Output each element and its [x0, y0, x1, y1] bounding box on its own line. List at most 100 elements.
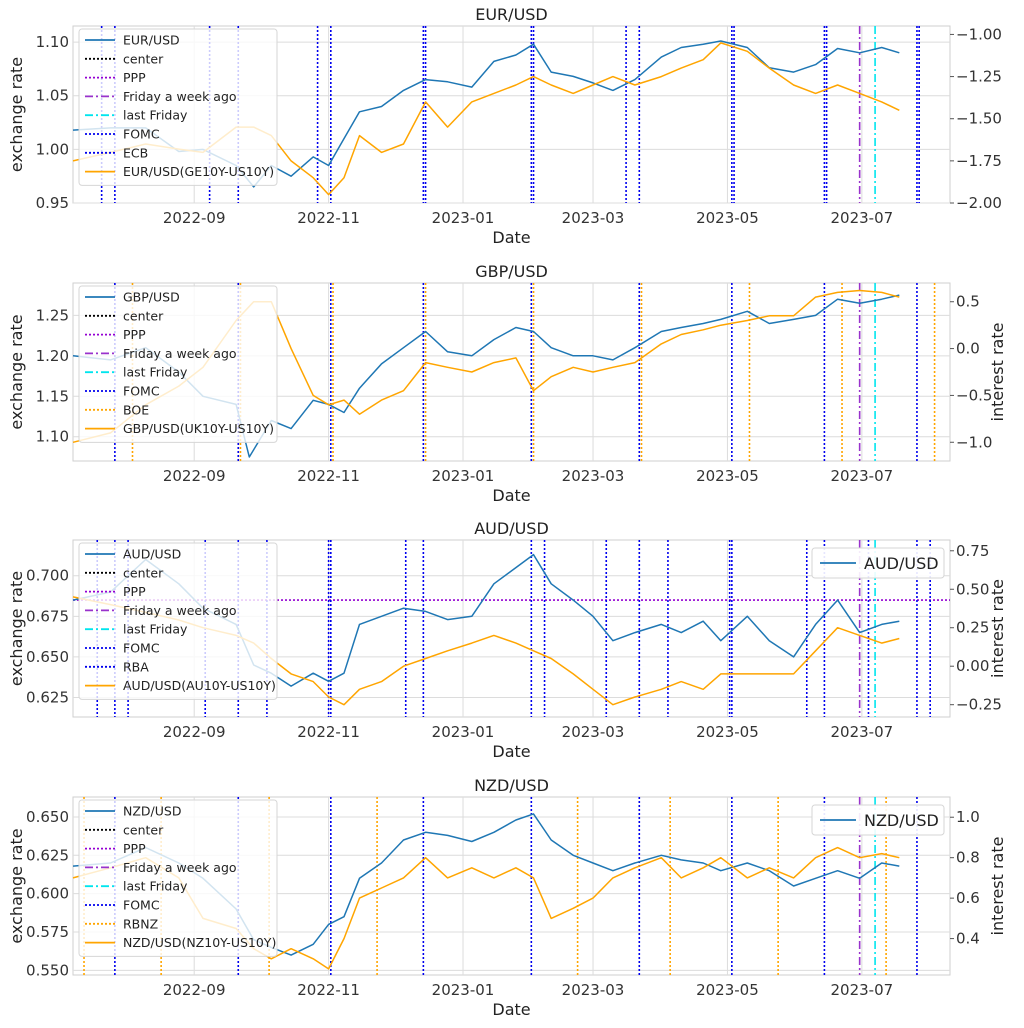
x-tick-label: 2023-03 — [562, 981, 625, 999]
subplot-title: GBP/USD — [475, 262, 548, 281]
x-tick-label: 2022-09 — [163, 467, 226, 485]
y-left-tick-label: 0.650 — [26, 648, 69, 666]
legend-label: center — [123, 51, 164, 66]
legend-label: PPP — [123, 70, 146, 85]
y-right-tick-label: 0.6 — [956, 889, 980, 907]
x-tick-label: 2023-03 — [562, 723, 625, 741]
y-right-tick-label: −1.75 — [956, 152, 1002, 170]
y-right-tick-label: 0.25 — [956, 619, 989, 637]
x-tick-label: 2023-03 — [562, 467, 625, 485]
x-tick-label: 2023-01 — [432, 981, 495, 999]
y-left-tick-label: 0.625 — [26, 689, 69, 707]
y-right-tick-label: −1.0 — [956, 433, 992, 451]
y-right-tick-label: −1.25 — [956, 68, 1002, 86]
y-left-tick-label: 0.575 — [26, 923, 69, 941]
x-tick-label: 2022-09 — [163, 209, 226, 227]
x-axis-label: Date — [492, 228, 530, 247]
y-right-tick-label: −0.5 — [956, 386, 992, 404]
legend-label: FOMC — [123, 127, 160, 142]
x-axis-label: Date — [492, 1000, 530, 1019]
legend-label: center — [123, 822, 164, 837]
legend-label: AUD/USD(AU10Y-US10Y) — [123, 678, 276, 693]
secondary-legend-label: AUD/USD — [864, 554, 939, 573]
y-left-tick-label: 1.25 — [36, 306, 69, 324]
y-right-tick-label: −2.00 — [956, 194, 1002, 212]
y-left-tick-label: 1.00 — [36, 140, 69, 158]
legend-label: NZD/USD — [123, 804, 181, 819]
legend-label: center — [123, 565, 164, 580]
x-tick-label: 2023-07 — [831, 467, 894, 485]
subplot-gbp-usd: 2022-09 2022-11 2023-01 2023-03 2023-05 2023-… — [7, 262, 1007, 505]
legend-label: center — [123, 308, 164, 323]
y-left-tick-label: 0.600 — [26, 885, 69, 903]
x-tick-label: 2023-05 — [696, 467, 759, 485]
legend-label: EUR/USD — [123, 33, 180, 48]
x-tick-label: 2023-07 — [831, 981, 894, 999]
y-left-tick-label: 1.10 — [36, 33, 69, 51]
x-tick-label: 2022-11 — [297, 723, 360, 741]
y-right-tick-label: −1.50 — [956, 110, 1002, 128]
subplot-aud-usd: 2022-09 2022-11 2023-01 2023-03 2023-05 2023-… — [7, 519, 1007, 761]
y-left-tick-label: 1.20 — [36, 347, 69, 365]
y-right-tick-label: 0.00 — [956, 657, 989, 675]
subplot-eur-usd: 2022-09 2022-11 2023-01 2023-03 2023-05 2023-… — [7, 5, 1002, 247]
subplot-title: EUR/USD — [475, 5, 548, 24]
legend-box — [78, 799, 278, 957]
y-left-axis-label: exchange rate — [7, 571, 26, 686]
y-right-tick-label: 0.75 — [956, 542, 989, 560]
legend-label: EUR/USD(GE10Y-US10Y) — [123, 164, 274, 179]
legend-label: Friday a week ago — [123, 860, 237, 875]
legend-label: AUD/USD — [123, 547, 181, 562]
legend-label: GBP/USD(UK10Y-US10Y) — [123, 421, 274, 436]
legend-label: Friday a week ago — [123, 346, 237, 361]
x-tick-label: 2023-03 — [562, 209, 625, 227]
x-tick-label: 2023-05 — [696, 723, 759, 741]
secondary-legend-box — [811, 804, 945, 836]
legend-box — [78, 28, 278, 186]
y-right-axis-label: interest rate — [988, 579, 1007, 678]
legend-box — [78, 542, 278, 700]
x-tick-label: 2022-09 — [163, 981, 226, 999]
y-right-tick-label: 0.4 — [956, 930, 980, 948]
y-right-axis-label: interest rate — [988, 837, 1007, 936]
legend-label: last Friday — [123, 108, 188, 123]
y-left-axis-label: exchange rate — [7, 828, 26, 943]
legend-label: last Friday — [123, 879, 188, 894]
x-tick-label: 2023-05 — [696, 209, 759, 227]
x-tick-label: 2023-07 — [831, 723, 894, 741]
y-left-tick-label: 0.95 — [36, 194, 69, 212]
y-left-tick-label: 0.625 — [26, 846, 69, 864]
x-tick-label: 2022-11 — [297, 467, 360, 485]
y-left-axis-label: exchange rate — [7, 57, 26, 172]
legend-label: last Friday — [123, 622, 188, 637]
y-left-tick-label: 0.700 — [26, 567, 69, 585]
x-axis-label: Date — [492, 486, 530, 505]
legend-label: last Friday — [123, 365, 188, 380]
y-left-tick-label: 0.675 — [26, 607, 69, 625]
legend-label: FOMC — [123, 641, 160, 656]
y-left-tick-label: 0.550 — [26, 961, 69, 979]
x-tick-label: 2023-01 — [432, 209, 495, 227]
y-right-tick-label: 1.0 — [956, 808, 980, 826]
y-right-tick-label: 0.0 — [956, 340, 980, 358]
x-tick-label: 2023-05 — [696, 981, 759, 999]
y-right-axis-label: interest rate — [988, 323, 1007, 422]
y-left-tick-label: 0.650 — [26, 808, 69, 826]
series-line-fx — [72, 294, 900, 458]
x-tick-label: 2023-01 — [432, 467, 495, 485]
legend-label: RBA — [123, 659, 149, 674]
legend-label: Friday a week ago — [123, 603, 237, 618]
y-right-tick-label: 0.5 — [956, 293, 980, 311]
y-right-tick-label: −0.25 — [956, 696, 1002, 714]
y-right-tick-label: 0.8 — [956, 849, 980, 867]
legend-label: FOMC — [123, 898, 160, 913]
legend-label: NZD/USD(NZ10Y-US10Y) — [123, 935, 276, 950]
x-tick-label: 2023-07 — [831, 209, 894, 227]
legend-label: PPP — [123, 584, 146, 599]
legend-label: BOE — [123, 402, 149, 417]
legend-label: PPP — [123, 327, 146, 342]
x-axis-label: Date — [492, 742, 530, 761]
legend-box — [78, 285, 278, 443]
y-left-tick-label: 1.05 — [36, 87, 69, 105]
